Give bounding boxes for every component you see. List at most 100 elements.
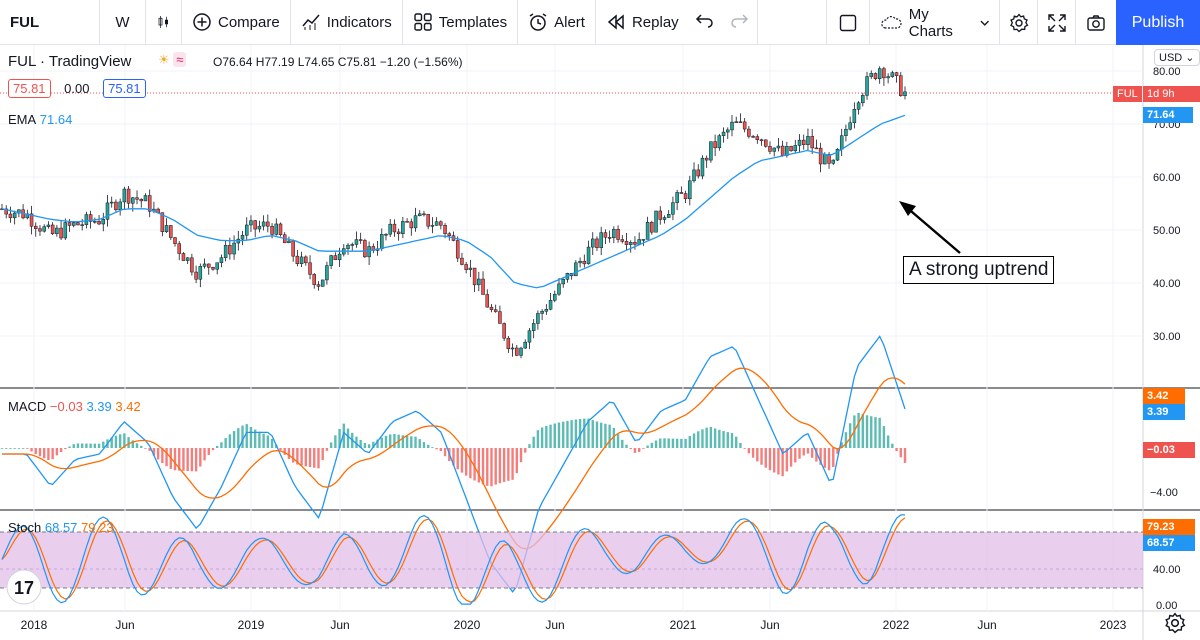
candle[interactable] <box>671 202 675 215</box>
macd-legend[interactable]: MACD −0.03 3.39 3.42 <box>8 399 141 414</box>
candle[interactable] <box>742 121 747 130</box>
candle[interactable] <box>780 145 785 156</box>
compare-button[interactable]: Compare <box>182 0 291 45</box>
candle[interactable] <box>84 214 89 225</box>
candle[interactable] <box>801 139 806 145</box>
chart-canvas[interactable]: 17 80.00 60.00 50.00 40.00 30.00 70.00 −… <box>0 45 1200 640</box>
candle[interactable] <box>502 323 506 339</box>
candle[interactable] <box>417 213 422 216</box>
alert-button[interactable]: Alert <box>518 0 596 45</box>
candle[interactable] <box>299 256 304 265</box>
candle[interactable] <box>426 214 430 227</box>
candle[interactable] <box>350 244 354 246</box>
candle[interactable] <box>240 235 245 240</box>
candle[interactable] <box>531 323 536 331</box>
fullscreen-button[interactable] <box>1038 0 1076 45</box>
candle[interactable] <box>861 95 865 104</box>
candle[interactable] <box>650 222 654 233</box>
candle[interactable] <box>814 147 819 150</box>
candle[interactable] <box>882 68 886 79</box>
candle[interactable] <box>249 220 253 226</box>
candle[interactable] <box>506 337 511 349</box>
candle[interactable] <box>612 228 616 239</box>
candle[interactable] <box>12 212 17 219</box>
candle[interactable] <box>316 284 321 287</box>
candle[interactable] <box>848 122 852 130</box>
candle[interactable] <box>852 109 857 123</box>
currency-selector[interactable]: USD ⌄ <box>1154 49 1200 66</box>
candle[interactable] <box>312 274 317 285</box>
candle[interactable] <box>80 224 84 226</box>
candle[interactable] <box>553 293 557 301</box>
candle[interactable] <box>468 267 473 270</box>
candle[interactable] <box>278 223 283 236</box>
candle[interactable] <box>261 221 266 227</box>
layout-button[interactable] <box>826 0 870 45</box>
candle[interactable] <box>287 240 291 244</box>
candle[interactable] <box>67 222 72 226</box>
candle[interactable] <box>683 193 688 200</box>
candle[interactable] <box>654 210 658 233</box>
ema-line[interactable] <box>1 114 906 289</box>
candle[interactable] <box>574 262 578 277</box>
candle[interactable] <box>211 267 215 270</box>
candle[interactable] <box>228 245 232 255</box>
candle[interactable] <box>856 102 861 110</box>
candle[interactable] <box>839 135 844 150</box>
candle[interactable] <box>709 141 713 161</box>
candle[interactable] <box>523 341 527 349</box>
candle[interactable] <box>333 255 338 261</box>
candle[interactable] <box>540 310 544 314</box>
candle[interactable] <box>422 213 426 216</box>
candle[interactable] <box>590 238 595 248</box>
market-status-icons[interactable]: ☀ ≈ <box>158 52 187 68</box>
candle[interactable] <box>704 157 709 161</box>
candle[interactable] <box>460 257 464 265</box>
candle[interactable] <box>721 131 726 136</box>
candle[interactable] <box>232 242 236 255</box>
macd-line[interactable] <box>2 335 906 593</box>
candle[interactable] <box>135 197 139 200</box>
candle[interactable] <box>607 237 612 239</box>
candle[interactable] <box>270 225 274 235</box>
candle[interactable] <box>738 121 743 123</box>
candle[interactable] <box>844 128 848 136</box>
candle[interactable] <box>493 309 498 312</box>
candle[interactable] <box>544 309 549 312</box>
candle[interactable] <box>447 233 452 236</box>
candle[interactable] <box>392 223 397 233</box>
candle[interactable] <box>658 210 663 220</box>
candle[interactable] <box>827 154 831 164</box>
candle[interactable] <box>346 244 350 249</box>
candle[interactable] <box>291 240 295 257</box>
candle[interactable] <box>380 234 384 250</box>
candle[interactable] <box>768 146 772 152</box>
candle[interactable] <box>633 242 637 245</box>
candle[interactable] <box>114 201 118 211</box>
candle[interactable] <box>806 136 810 145</box>
macd-histogram[interactable] <box>0 412 907 487</box>
candle[interactable] <box>603 232 608 238</box>
candle[interactable] <box>675 192 679 203</box>
candle[interactable] <box>164 225 169 232</box>
axis-settings-gear-icon[interactable] <box>1164 612 1186 634</box>
candle[interactable] <box>877 68 882 80</box>
candle[interactable] <box>50 224 55 234</box>
candle[interactable] <box>519 347 523 356</box>
candle[interactable] <box>510 347 515 350</box>
candle[interactable] <box>645 222 650 240</box>
candle[interactable] <box>139 199 143 202</box>
candle[interactable] <box>717 135 722 149</box>
candle[interactable] <box>793 145 798 152</box>
candle[interactable] <box>586 246 591 265</box>
candle[interactable] <box>320 279 325 287</box>
macd-signal-line[interactable] <box>2 367 906 550</box>
candle[interactable] <box>215 262 219 270</box>
ema-legend[interactable]: EMA 71.64 <box>8 112 73 127</box>
candle[interactable] <box>388 223 392 235</box>
candle[interactable] <box>873 73 878 80</box>
stoch-d-line[interactable] <box>1 517 906 603</box>
candle[interactable] <box>789 146 793 152</box>
candle[interactable] <box>548 300 553 310</box>
candle[interactable] <box>455 240 460 259</box>
